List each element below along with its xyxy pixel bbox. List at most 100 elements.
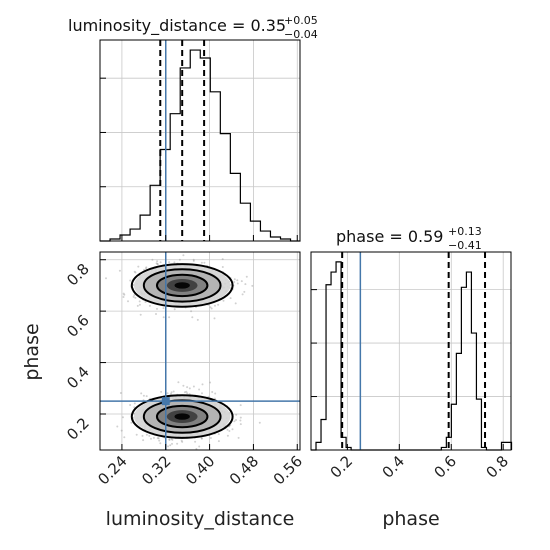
scatter-point bbox=[167, 445, 169, 448]
scatter-point bbox=[132, 295, 135, 298]
scatter-point bbox=[152, 436, 155, 439]
x-tick-label: 0.6 bbox=[430, 452, 460, 482]
scatter-point bbox=[183, 391, 186, 394]
panel-frame bbox=[99, 251, 301, 451]
scatter-point bbox=[229, 297, 232, 300]
scatter-point bbox=[209, 437, 212, 439]
svg-text:−0.41: −0.41 bbox=[448, 239, 482, 252]
scatter-point bbox=[135, 433, 138, 436]
scatter-point bbox=[209, 306, 212, 309]
scatter-point bbox=[228, 430, 231, 432]
scatter-point bbox=[116, 425, 119, 428]
scatter-point bbox=[209, 381, 212, 384]
scatter-point bbox=[194, 440, 197, 443]
scatter-point bbox=[222, 299, 225, 302]
scatter-point bbox=[190, 310, 193, 313]
density-shade bbox=[174, 282, 190, 289]
scatter-point bbox=[168, 316, 171, 319]
density-shade bbox=[174, 413, 190, 420]
scatter-point bbox=[258, 421, 261, 424]
scatter-point bbox=[192, 258, 195, 261]
density-mode bbox=[130, 263, 234, 308]
scatter-point bbox=[177, 381, 180, 384]
svg-text:+0.05: +0.05 bbox=[284, 14, 318, 27]
scatter-point bbox=[171, 442, 173, 445]
x-tick-label: 0.56 bbox=[270, 452, 306, 488]
scatter-point bbox=[145, 433, 148, 436]
scatter-point bbox=[150, 437, 152, 440]
x-axis-label-luminosity-distance: luminosity_distance bbox=[106, 508, 295, 530]
scatter-point bbox=[145, 266, 148, 269]
scatter-point bbox=[241, 293, 244, 296]
scatter-point bbox=[236, 282, 239, 285]
scatter-point bbox=[162, 316, 165, 319]
scatter-point bbox=[137, 265, 140, 268]
scatter-point bbox=[145, 395, 148, 398]
scatter-point bbox=[119, 392, 122, 394]
joint-density-panel: 0.24 0.32 0.40 0.48 0.56 0.2 0.4 0.6 0.8 bbox=[63, 251, 306, 488]
y-tick-label: 0.6 bbox=[63, 311, 93, 341]
scatter-point bbox=[213, 397, 216, 400]
x-tick-label: 0.2 bbox=[327, 452, 357, 482]
scatter-point bbox=[235, 413, 238, 416]
scatter-point bbox=[180, 439, 183, 442]
scatter-point bbox=[182, 384, 185, 387]
scatter-point bbox=[142, 394, 145, 397]
scatter-point bbox=[171, 438, 174, 441]
histogram-phase: 0.2 0.4 0.6 0.8 bbox=[310, 251, 513, 482]
scatter-point bbox=[155, 313, 157, 315]
scatter-point bbox=[239, 423, 242, 426]
scatter-point bbox=[214, 392, 217, 395]
panel-frame bbox=[99, 39, 301, 242]
contour-line bbox=[155, 404, 209, 429]
scatter-point bbox=[118, 269, 121, 272]
scatter-point bbox=[123, 293, 126, 296]
scatter-point bbox=[191, 316, 194, 319]
scatter-point bbox=[236, 279, 239, 282]
svg-text:luminosity_distance = 0.35: luminosity_distance = 0.35 bbox=[68, 16, 286, 36]
scatter-point bbox=[105, 277, 107, 280]
scatter-point bbox=[196, 318, 199, 321]
scatter-point bbox=[159, 442, 162, 445]
scatter-point bbox=[176, 442, 179, 445]
contour-line bbox=[155, 273, 209, 298]
scatter-point bbox=[231, 428, 234, 431]
x-tick-label: 0.48 bbox=[226, 452, 262, 488]
y-tick-label: 0.2 bbox=[63, 414, 93, 444]
scatter-point bbox=[168, 438, 171, 441]
scatter-point bbox=[235, 419, 237, 421]
svg-text:+0.13: +0.13 bbox=[448, 225, 482, 238]
scatter-point bbox=[182, 254, 185, 257]
scatter-point bbox=[192, 259, 195, 262]
scatter-point bbox=[139, 313, 142, 316]
scatter-point bbox=[140, 392, 143, 395]
scatter-point bbox=[144, 301, 147, 303]
scatter-point bbox=[133, 294, 136, 297]
scatter-point bbox=[136, 304, 139, 307]
scatter-point bbox=[217, 433, 220, 436]
scatter-point bbox=[122, 416, 124, 419]
scatter-point bbox=[239, 404, 242, 407]
scatter-point bbox=[141, 434, 144, 437]
contour-line bbox=[130, 394, 234, 439]
scatter-point bbox=[173, 308, 176, 311]
svg-text:−0.04: −0.04 bbox=[284, 28, 318, 41]
scatter-point bbox=[130, 421, 133, 424]
scatter-point bbox=[155, 262, 158, 265]
scatter-point bbox=[244, 283, 247, 286]
scatter-point bbox=[221, 266, 224, 268]
contour-line bbox=[142, 399, 222, 434]
scatter-point bbox=[186, 386, 189, 389]
scatter-point bbox=[133, 270, 136, 273]
scatter-point bbox=[168, 439, 171, 441]
panel-frame bbox=[310, 251, 512, 451]
scatter-point bbox=[170, 391, 173, 394]
scatter-point bbox=[185, 390, 188, 393]
scatter-point bbox=[226, 428, 229, 431]
scatter-point bbox=[170, 392, 172, 395]
scatter-point bbox=[127, 300, 129, 303]
scatter-point bbox=[192, 385, 195, 388]
scatter-point bbox=[201, 383, 204, 386]
scatter-point bbox=[239, 416, 242, 419]
x-tick-label: 0.24 bbox=[94, 452, 130, 488]
